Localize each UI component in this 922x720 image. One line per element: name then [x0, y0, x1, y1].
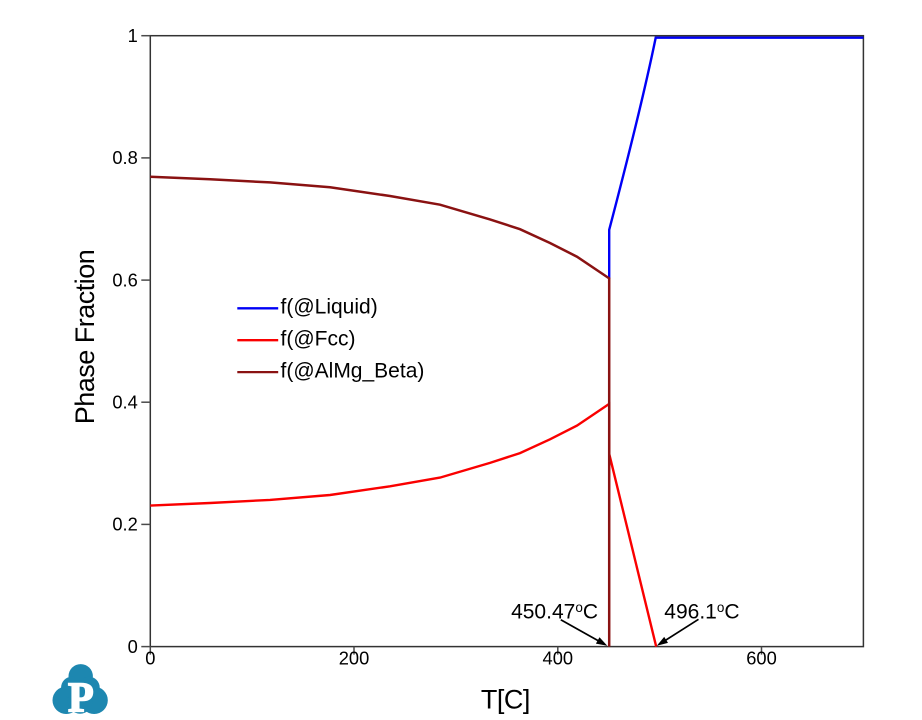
svg-text:f(@AlMg_Beta): f(@AlMg_Beta): [281, 359, 425, 382]
svg-text:450.47oC: 450.47oC: [511, 600, 598, 624]
svg-text:0.6: 0.6: [112, 269, 137, 290]
svg-text:600: 600: [746, 647, 777, 668]
svg-text:0: 0: [128, 636, 138, 657]
svg-text:0.8: 0.8: [112, 147, 137, 168]
svg-text:f(@Fcc): f(@Fcc): [281, 327, 356, 350]
svg-text:400: 400: [543, 647, 574, 668]
svg-text:0.2: 0.2: [112, 514, 137, 535]
svg-text:Phase Fraction: Phase Fraction: [70, 250, 100, 425]
svg-text:0: 0: [145, 647, 155, 668]
svg-text:0.4: 0.4: [112, 391, 137, 412]
svg-text:1: 1: [128, 25, 138, 46]
svg-text:f(@Liquid): f(@Liquid): [281, 296, 378, 319]
svg-text:T[C]: T[C]: [481, 685, 530, 715]
svg-text:P: P: [68, 676, 94, 720]
svg-text:496.1oC: 496.1oC: [664, 600, 739, 624]
svg-text:200: 200: [339, 647, 370, 668]
